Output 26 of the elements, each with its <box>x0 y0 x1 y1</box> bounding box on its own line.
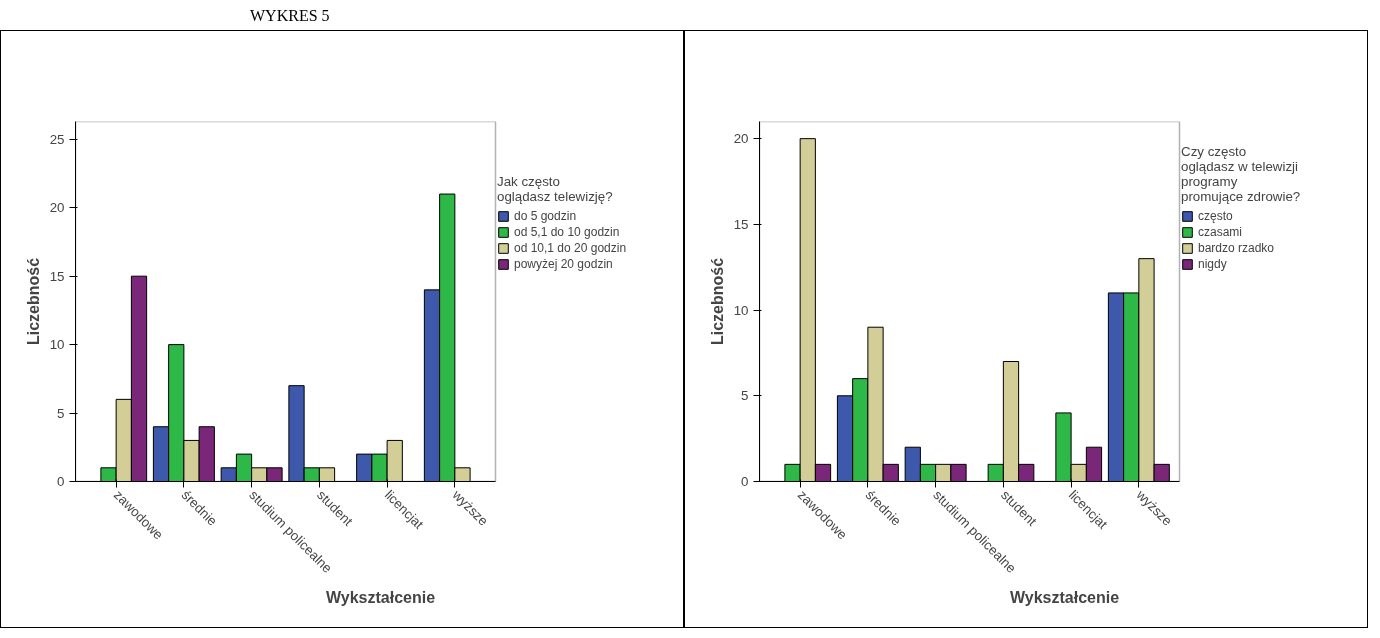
y-tick-label: 25 <box>49 131 65 147</box>
y-tick-label: 10 <box>49 337 65 353</box>
legend-label: od 5,1 do 10 godzin <box>514 225 620 239</box>
y-tick-label: 15 <box>49 268 65 284</box>
text: WYKRES 5 <box>250 6 330 26</box>
legend-label: bardzo rzadko <box>1198 241 1275 255</box>
legend-title: Jak często oglądasz telewizję? <box>497 174 614 204</box>
y-tick-label: 5 <box>741 388 749 404</box>
y-tick-label: 20 <box>733 131 749 147</box>
legend-label: czasami <box>1198 225 1243 239</box>
y-tick-label: 15 <box>733 216 749 232</box>
y-tick-label: 0 <box>741 474 749 489</box>
legend-label: często <box>1198 209 1233 223</box>
legend-label: do 5 godzin <box>514 209 577 223</box>
y-tick-label: 10 <box>733 302 749 318</box>
y-tick-label: 20 <box>49 200 65 216</box>
x-axis-title: Wykształcenie <box>1009 589 1120 607</box>
y-axis-title: Liczebność <box>708 257 726 346</box>
legend-title: Czy często oglądasz w telewizji programy promujące zdrowie? <box>1181 144 1301 204</box>
x-axis-title: Wykształcenie <box>325 589 436 607</box>
legend-label: powyżej 20 godzin <box>514 257 613 271</box>
y-axis-title: Liczebność <box>24 257 42 346</box>
y-tick-label: 5 <box>57 405 65 421</box>
legend-label: od 10,1 do 20 godzin <box>514 241 627 255</box>
legend-label: nigdy <box>1198 257 1227 271</box>
y-tick-label: 0 <box>57 474 65 489</box>
